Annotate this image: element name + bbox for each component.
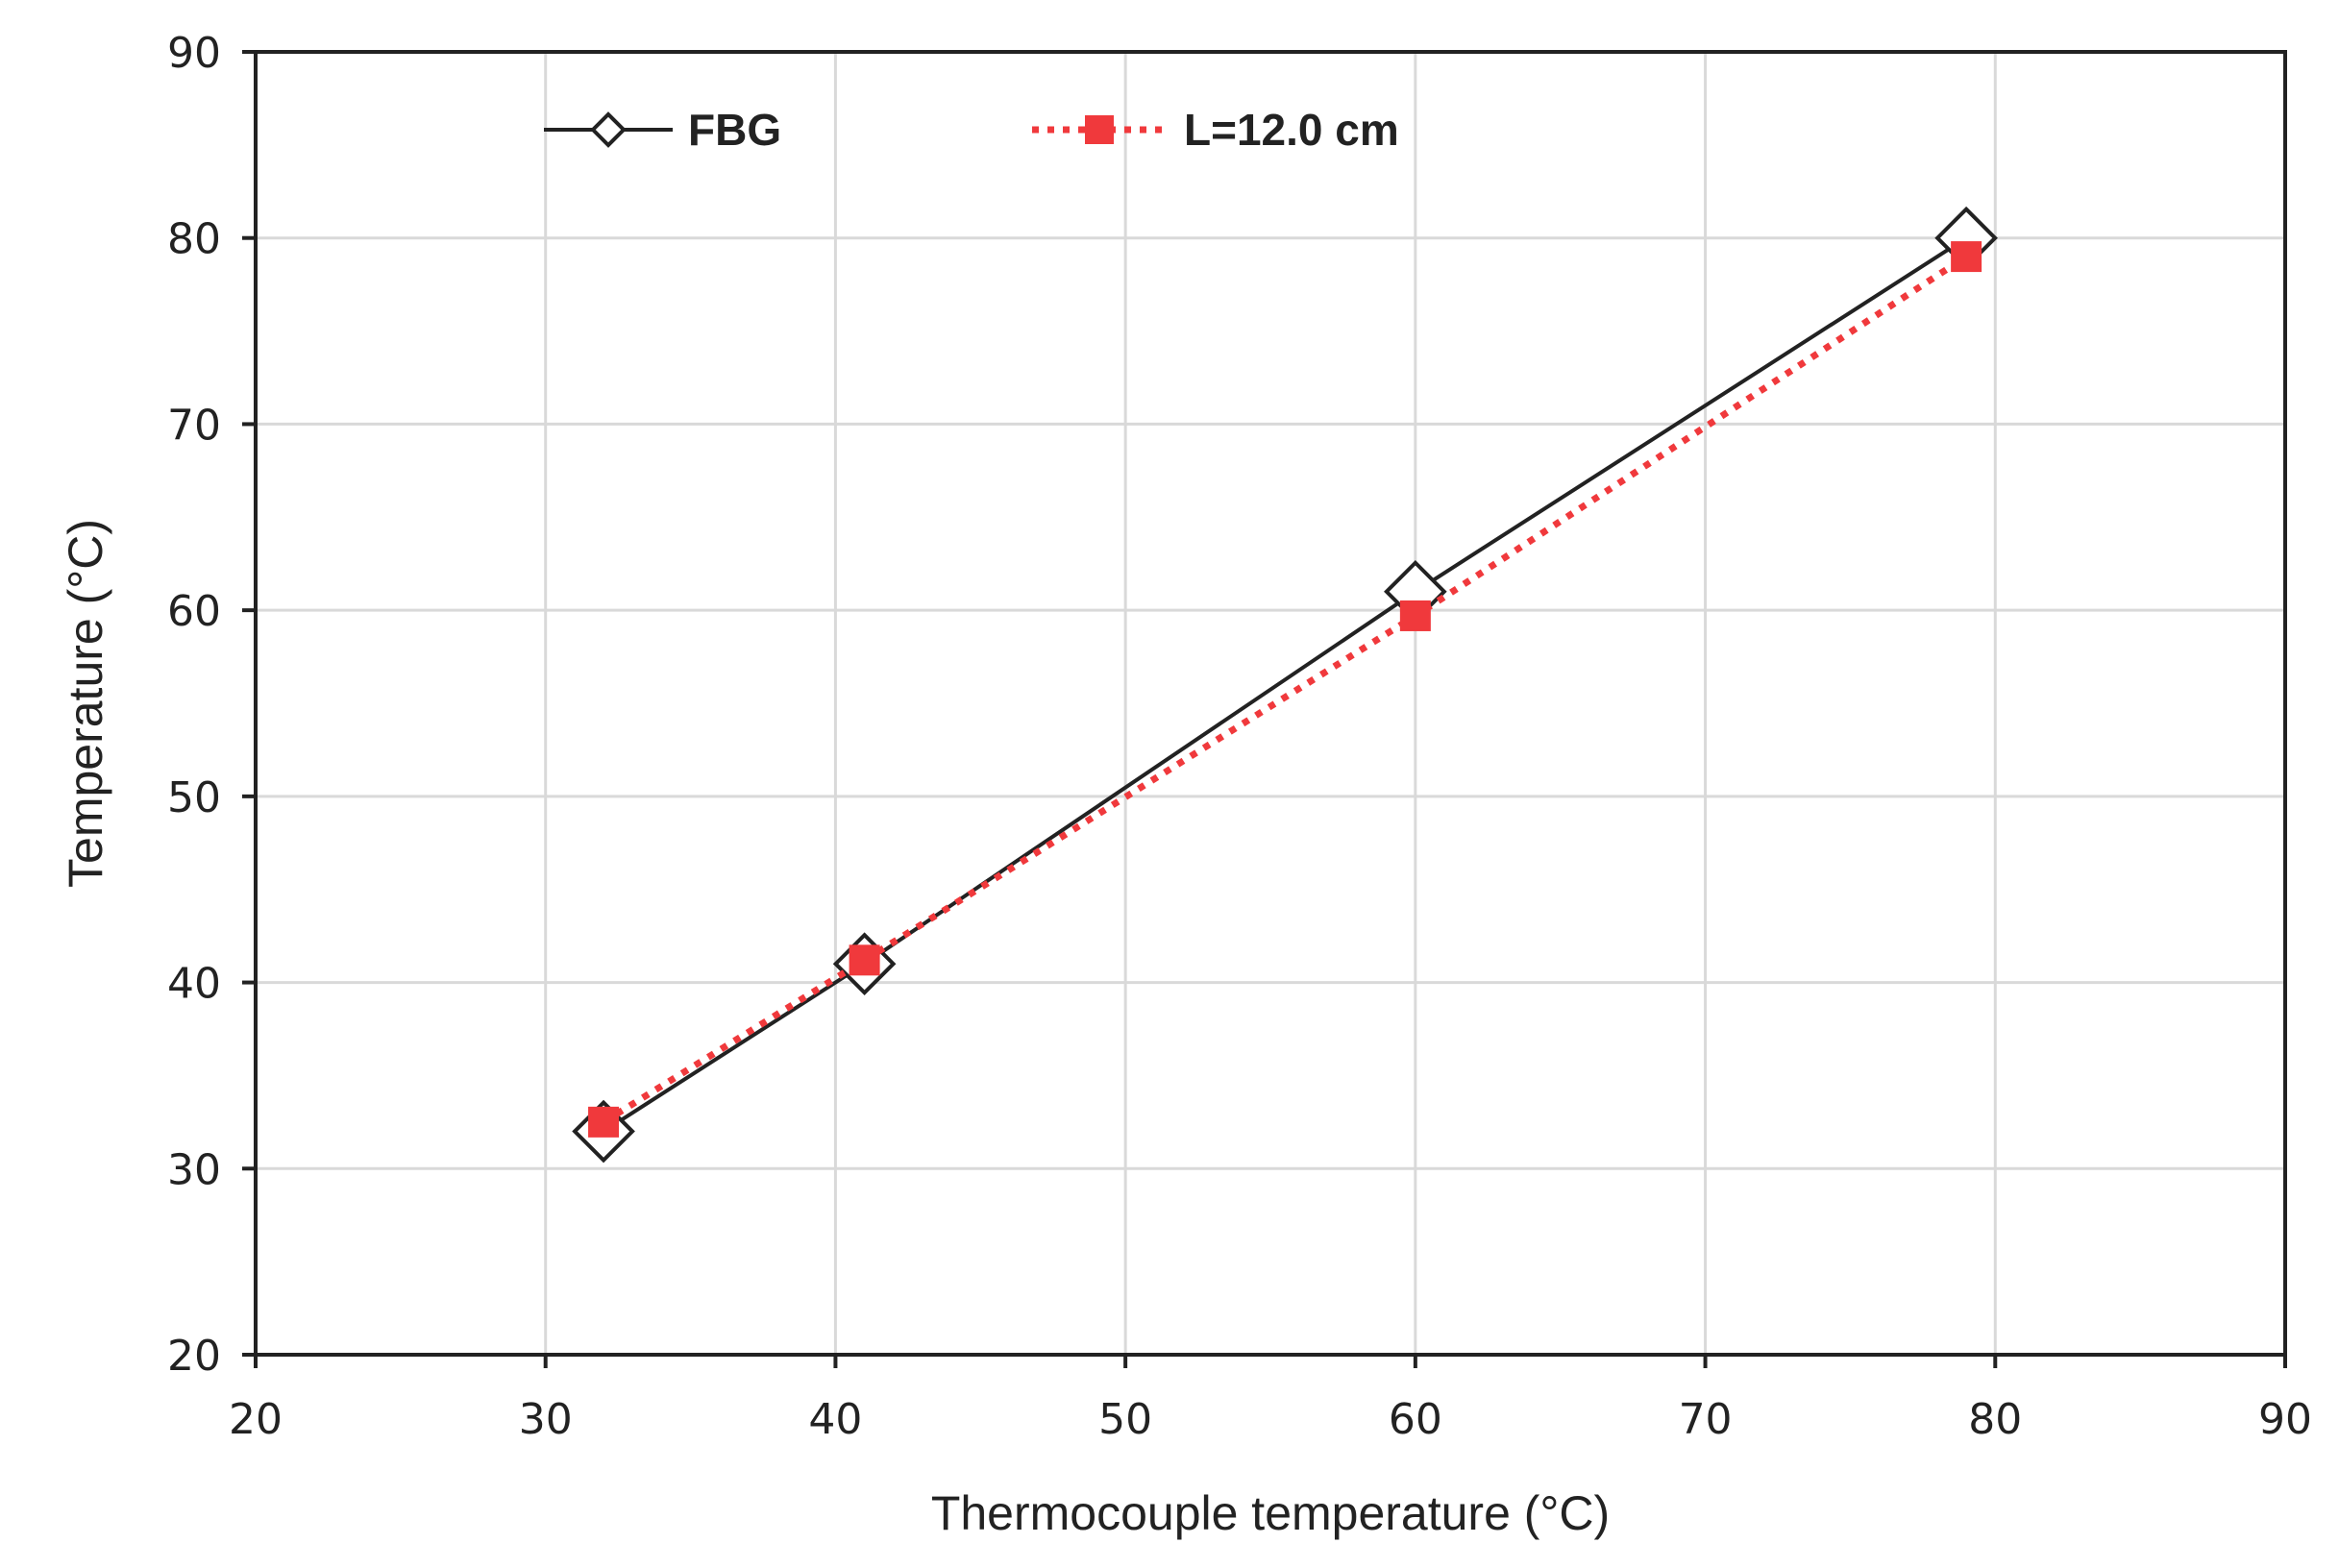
y-tick-label: 90 bbox=[167, 29, 221, 78]
y-axis-title: Temperature (°C) bbox=[59, 519, 112, 888]
x-axis-ticks: 20 30 40 50 60 70 80 90 bbox=[229, 1355, 2312, 1444]
data-point-square bbox=[1399, 600, 1431, 631]
y-tick-label: 70 bbox=[167, 401, 221, 450]
data-point-square bbox=[849, 944, 880, 976]
x-tick-label: 20 bbox=[229, 1395, 283, 1444]
grid-lines bbox=[256, 52, 2285, 1355]
y-tick-label: 50 bbox=[167, 773, 221, 822]
x-tick-label: 40 bbox=[808, 1395, 862, 1444]
plot-area-border bbox=[254, 50, 2287, 1357]
y-tick-label: 30 bbox=[167, 1145, 221, 1194]
x-axis-title: Thermocouple temperature (°C) bbox=[931, 1486, 1610, 1540]
legend-label: FBG bbox=[688, 105, 781, 155]
x-tick-label: 60 bbox=[1389, 1395, 1442, 1444]
series-l-12cm bbox=[588, 241, 1982, 1138]
legend-marker-square bbox=[1085, 115, 1114, 144]
legend-item-fbg: FBG bbox=[544, 105, 781, 155]
series-layer bbox=[572, 206, 1998, 1164]
series-line bbox=[602, 236, 1968, 1134]
y-tick-label: 40 bbox=[167, 960, 221, 1009]
y-tick-label: 60 bbox=[167, 587, 221, 636]
legend: FBG L=12.0 cm bbox=[544, 105, 1399, 155]
data-point-square bbox=[1951, 241, 1982, 273]
y-tick-label: 20 bbox=[167, 1332, 221, 1381]
x-tick-label: 80 bbox=[1968, 1395, 2022, 1444]
y-tick-label: 80 bbox=[167, 215, 221, 264]
x-tick-label: 30 bbox=[519, 1395, 573, 1444]
y-axis-ticks: 20 30 40 50 60 70 80 90 bbox=[167, 29, 256, 1381]
legend-label: L=12.0 cm bbox=[1184, 105, 1399, 155]
data-point-square bbox=[588, 1106, 620, 1138]
x-tick-label: 70 bbox=[1679, 1395, 1733, 1444]
legend-marker-diamond bbox=[590, 111, 627, 148]
x-tick-label: 90 bbox=[2258, 1395, 2312, 1444]
legend-item-l-12cm: L=12.0 cm bbox=[1032, 105, 1399, 155]
series-line bbox=[602, 254, 1969, 1125]
x-tick-label: 50 bbox=[1098, 1395, 1152, 1444]
